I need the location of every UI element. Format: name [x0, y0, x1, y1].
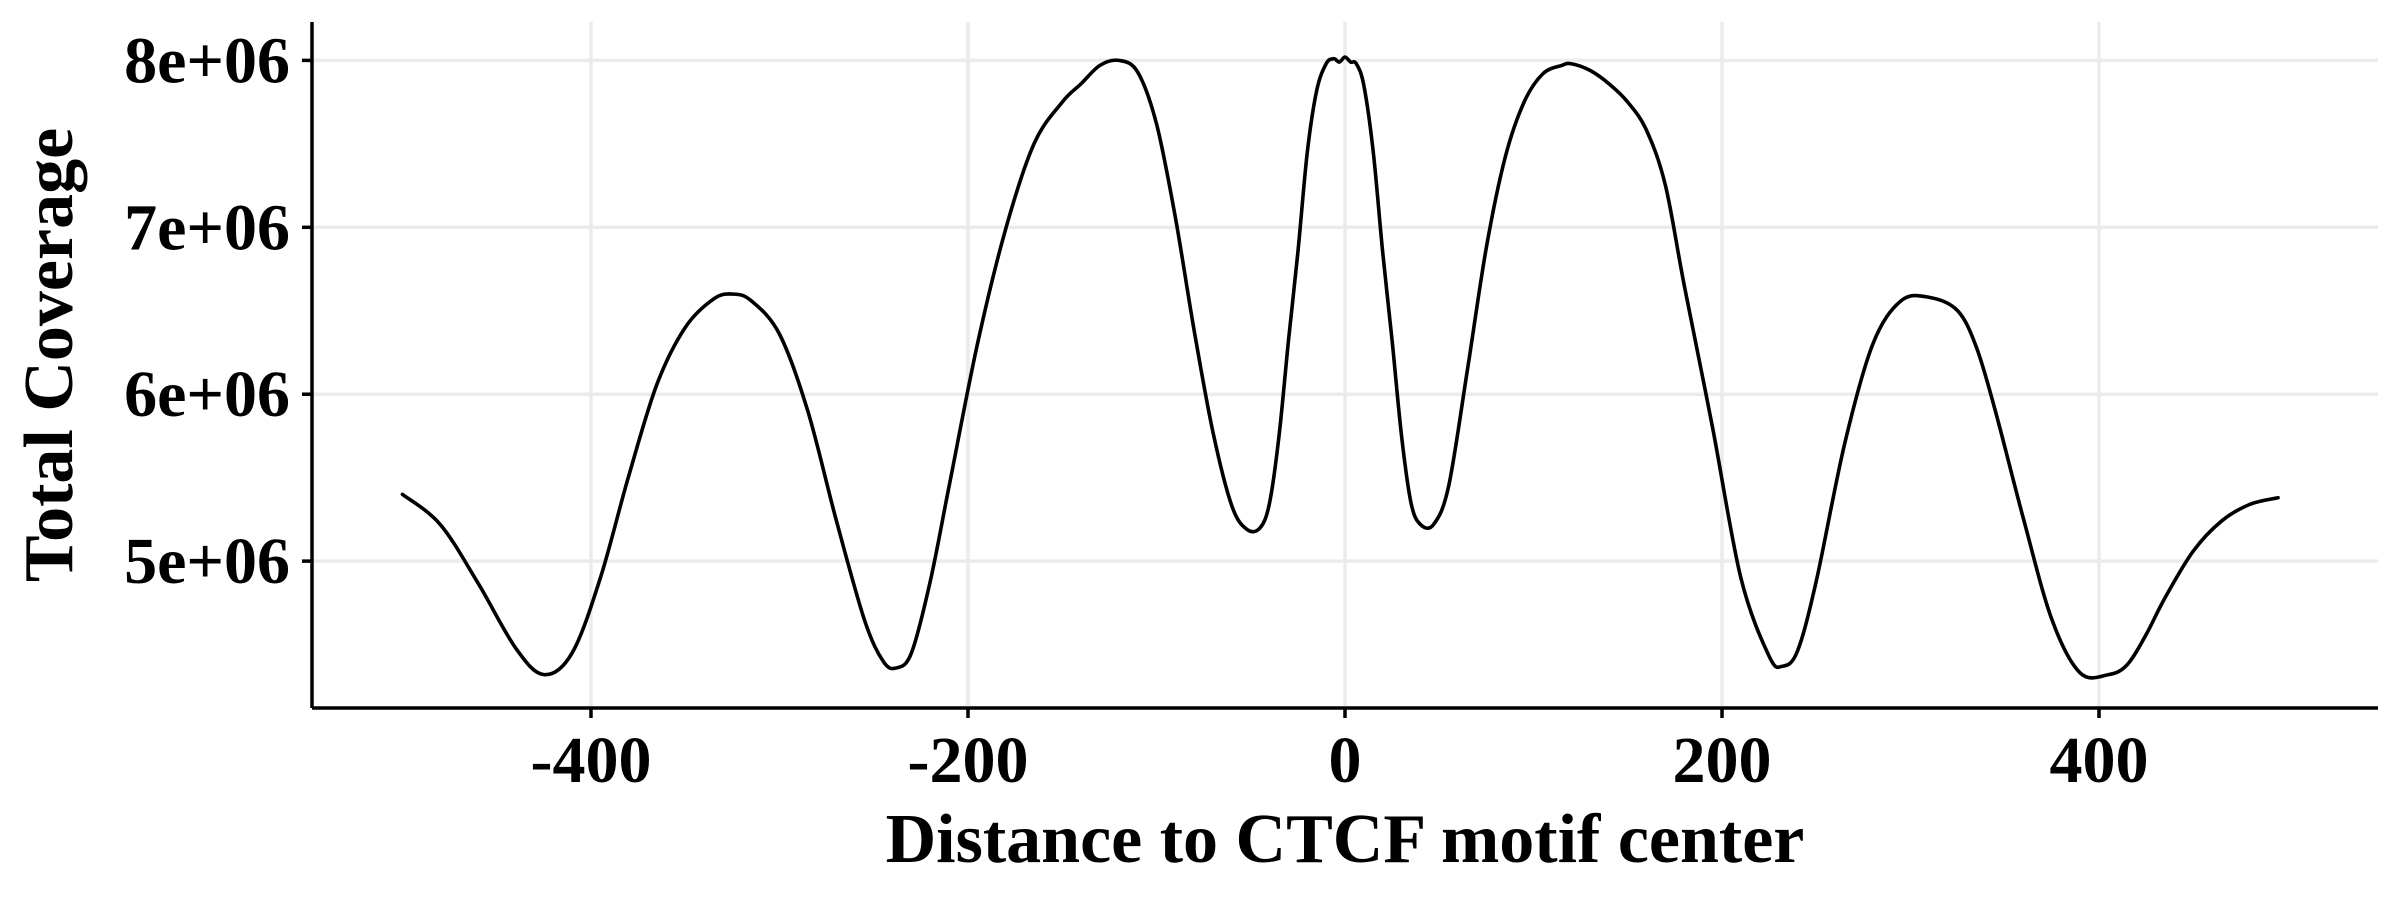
x-tick-label: 200 — [1673, 724, 1772, 797]
x-tick-label: 0 — [1329, 724, 1362, 797]
x-tick-label: -400 — [530, 724, 651, 797]
x-tick-label: -200 — [908, 724, 1029, 797]
x-axis-title: Distance to CTCF motif center — [886, 801, 1805, 878]
ticks: -400 -200 0 200 400 5e+06 6e+06 7e+06 8e+06 — [124, 24, 2148, 797]
y-tick-label: 6e+06 — [124, 358, 290, 431]
grid — [312, 22, 2378, 708]
y-tick-label: 8e+06 — [124, 24, 290, 97]
y-tick-label: 7e+06 — [124, 191, 290, 264]
series-layer — [400, 55, 2280, 680]
y-axis-title: Total Coverage — [11, 128, 88, 582]
coverage-series-line — [400, 55, 2280, 680]
y-tick-label: 5e+06 — [124, 525, 290, 598]
x-tick-label: 400 — [2050, 724, 2149, 797]
